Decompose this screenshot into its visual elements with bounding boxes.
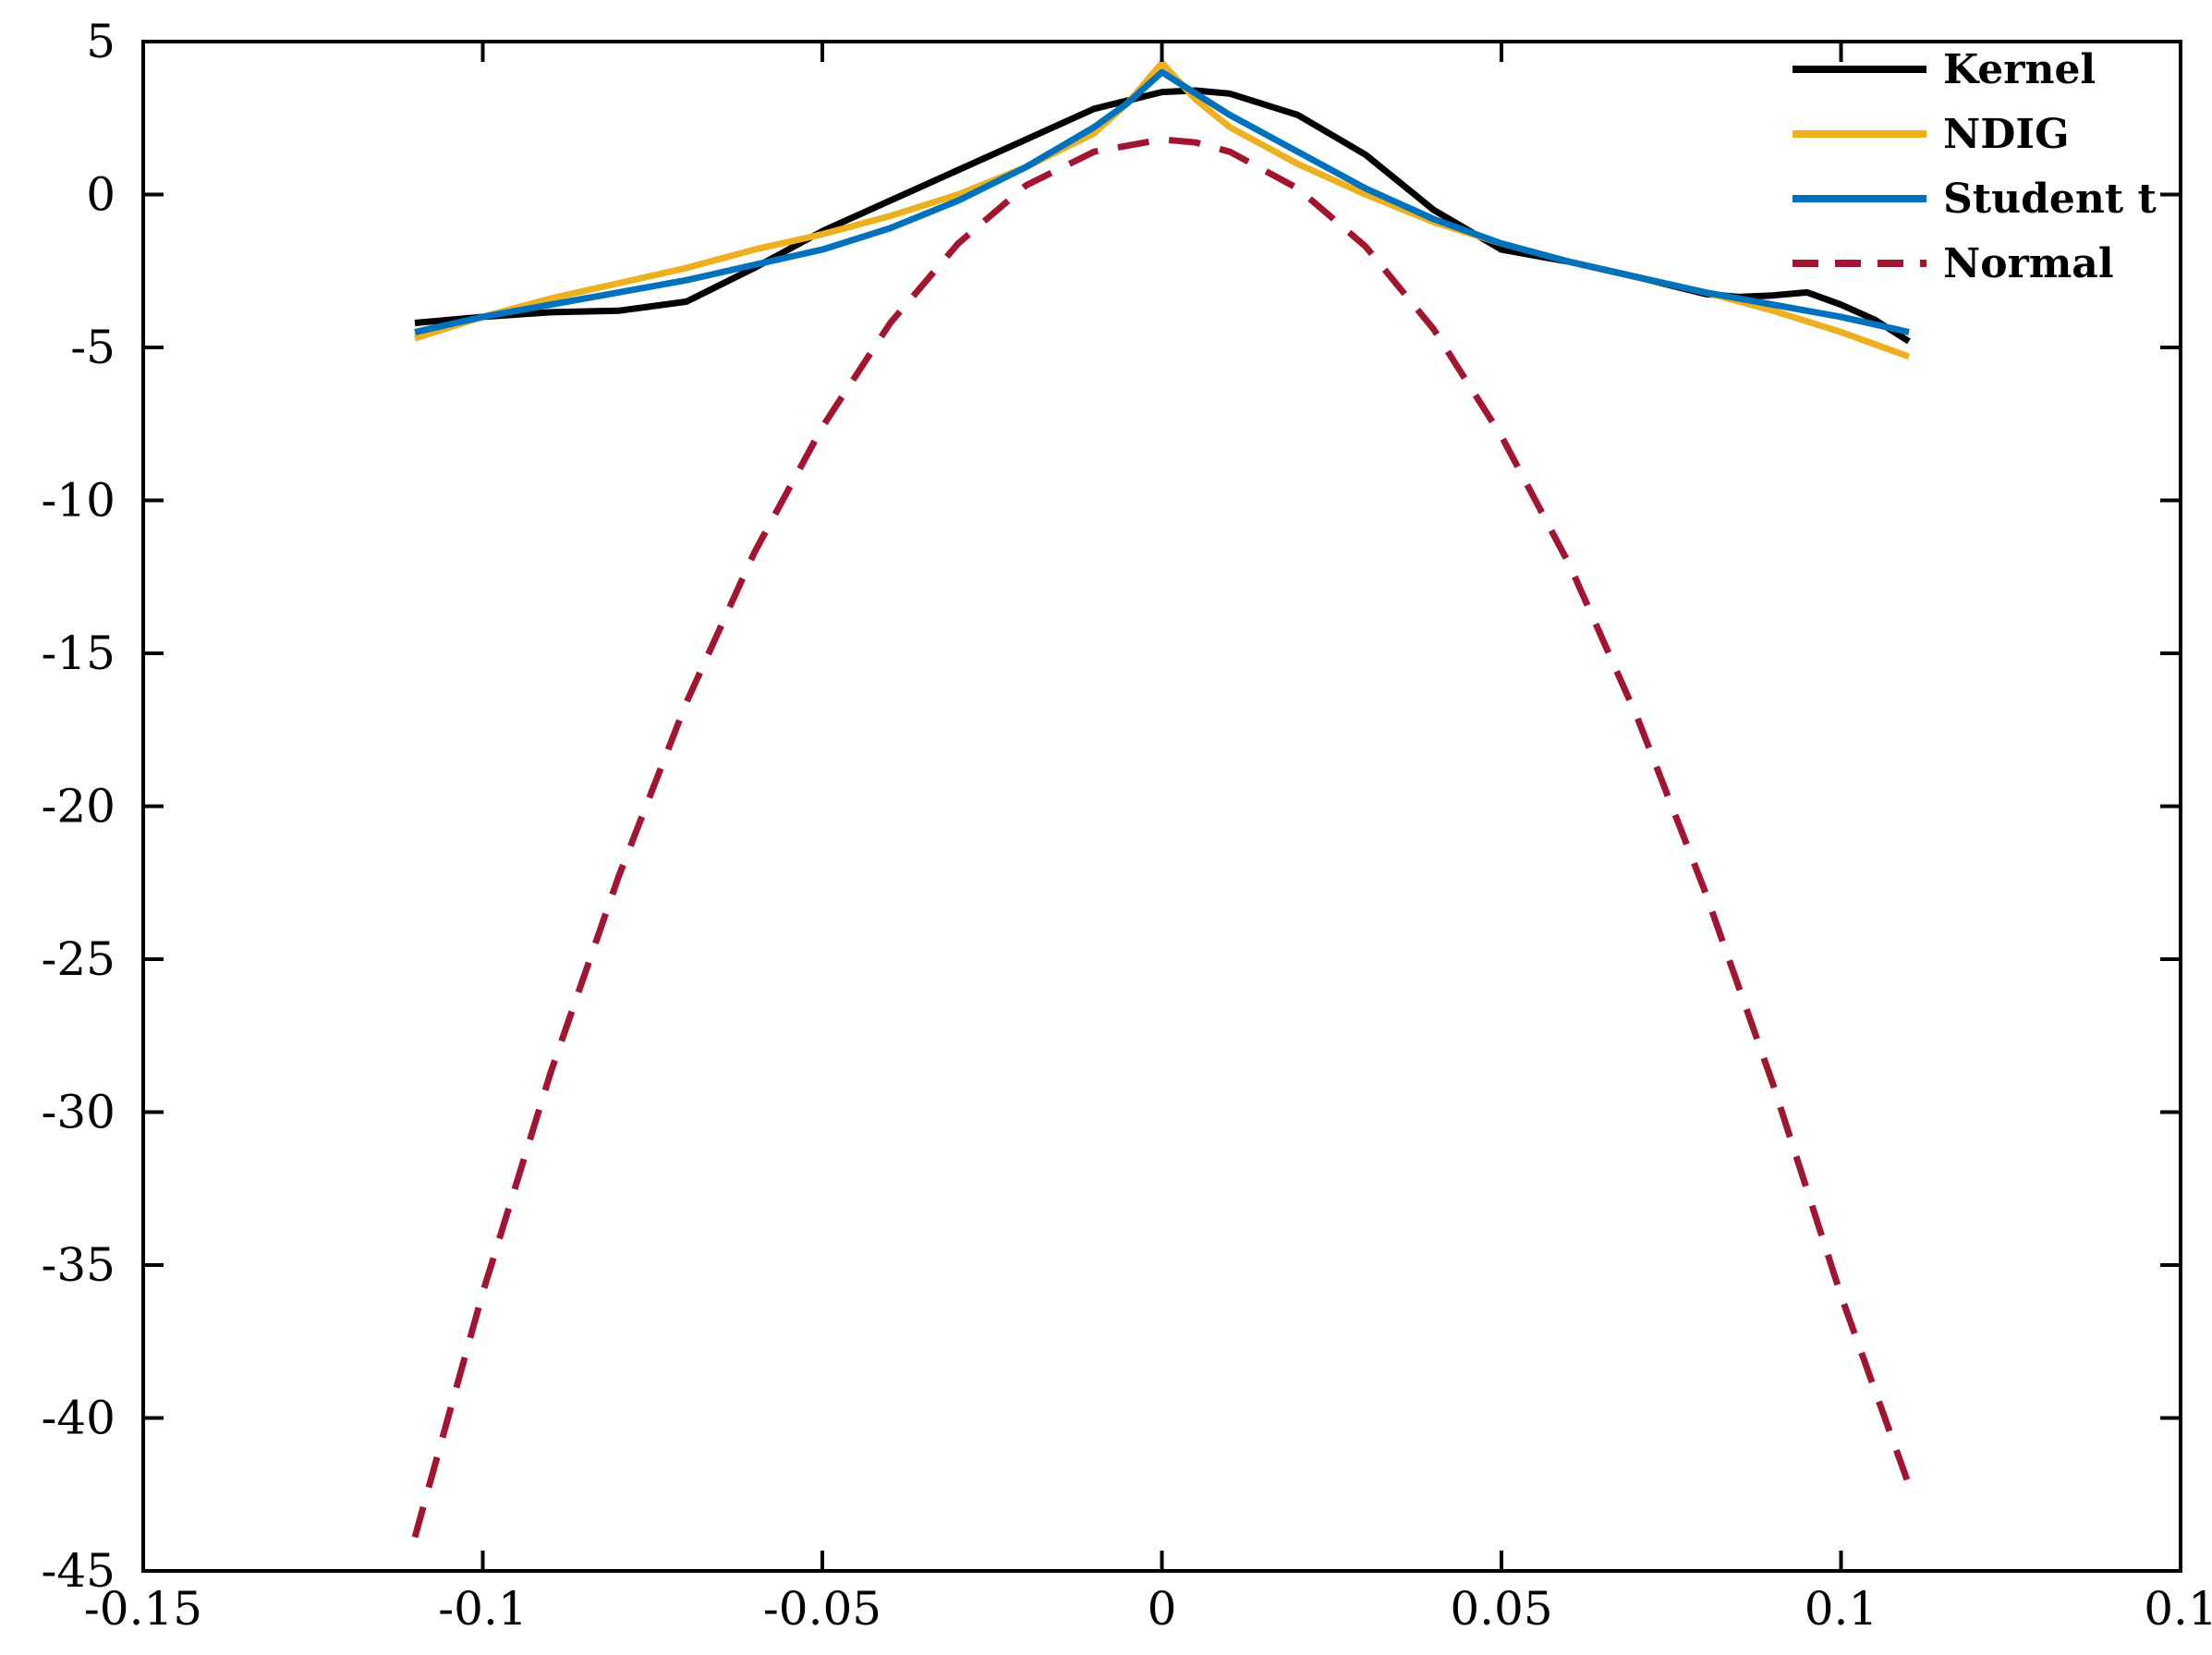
y-tick-label: -15 bbox=[41, 627, 115, 680]
legend-label: Kernel bbox=[1943, 46, 2096, 93]
x-tick-label: -0.15 bbox=[84, 1582, 202, 1636]
legend-label: Normal bbox=[1943, 240, 2114, 287]
y-tick-label: -45 bbox=[41, 1544, 115, 1598]
y-tick-label: -40 bbox=[41, 1392, 115, 1445]
y-tick-label: -5 bbox=[70, 321, 115, 374]
y-tick-label: -25 bbox=[41, 932, 115, 986]
x-tick-label: 0.1 bbox=[1805, 1582, 1878, 1636]
series-line-ndig bbox=[413, 59, 1911, 360]
y-tick-label: 0 bbox=[86, 168, 115, 222]
x-tick-label: -0.1 bbox=[438, 1582, 527, 1636]
legend-label: Student t bbox=[1943, 176, 2157, 223]
x-tick-label: 0.1 bbox=[2144, 1582, 2212, 1636]
y-tick-label: 5 bbox=[86, 15, 115, 68]
axis-ticks: -0.15 -0.1 -0.05 0 0.05 0.1 0.1 5 0 -5 -10 -15 -20 -2… bbox=[41, 15, 2212, 1636]
legend: Kernel NDIG Student t Normal bbox=[1793, 46, 2157, 287]
plot-area bbox=[411, 59, 1913, 1539]
x-tick-label: -0.05 bbox=[763, 1582, 881, 1636]
y-tick-label: -35 bbox=[41, 1238, 115, 1292]
series-line-student-t bbox=[414, 68, 1910, 335]
series-line-kernel bbox=[414, 87, 1911, 345]
axes-box bbox=[141, 40, 2182, 1573]
y-tick-label: -10 bbox=[41, 474, 115, 528]
x-tick-label: 0.05 bbox=[1450, 1582, 1552, 1636]
x-tick-label: 0 bbox=[1148, 1582, 1177, 1636]
y-tick-label: -20 bbox=[41, 780, 115, 834]
legend-label: NDIG bbox=[1943, 111, 2070, 158]
series-line-normal bbox=[411, 136, 1913, 1539]
y-tick-label: -30 bbox=[41, 1086, 115, 1139]
